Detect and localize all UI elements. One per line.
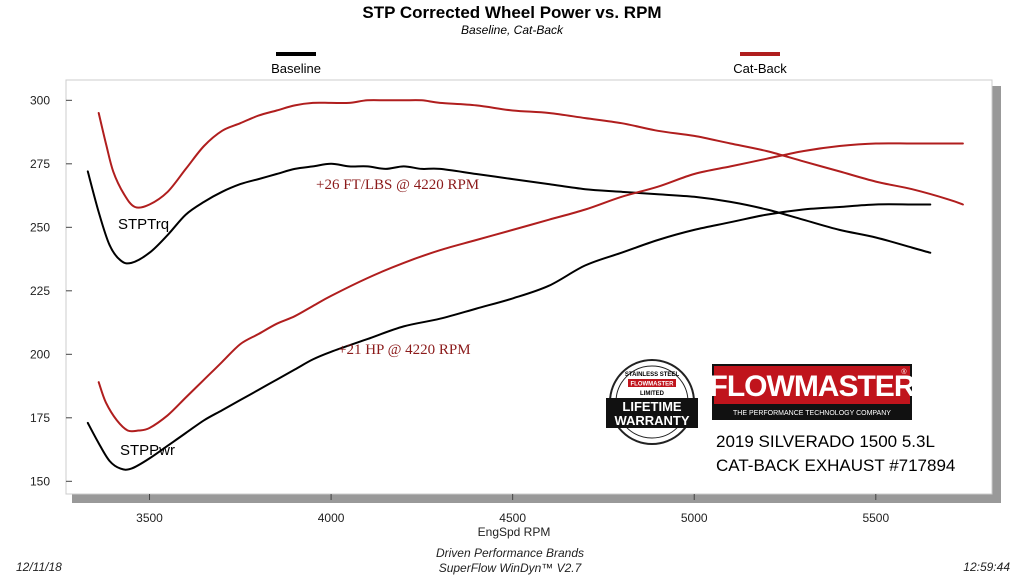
y-tick-label: 150	[30, 474, 50, 488]
series-cat-back-stptrq	[97, 99, 964, 209]
series	[86, 99, 964, 471]
badge-line1: LIFETIME	[622, 399, 682, 414]
x-tick-label: 4500	[499, 511, 526, 525]
x-tick-label: 4000	[318, 511, 345, 525]
footer-date: 12/11/18	[16, 560, 62, 574]
x-axis-label: EngSpd RPM	[478, 525, 551, 539]
legend-label-baseline: Baseline	[271, 61, 321, 76]
x-tick-label: 3500	[136, 511, 163, 525]
y-tick-label: 300	[30, 93, 50, 107]
label-stptrq: STPTrq	[118, 216, 169, 233]
y-tick-label: 200	[30, 347, 50, 361]
y-tick-label: 250	[30, 220, 50, 234]
logo-wordmark: FLOWMASTER	[710, 370, 916, 403]
legend-swatch-catback	[740, 52, 780, 56]
legend-label-catback: Cat-Back	[733, 61, 787, 76]
axes: 150 175 200 225 250 275 300 3500 4000 4500 5000 550…	[30, 93, 889, 525]
series-cat-back-stppwr	[97, 142, 964, 433]
logo-registered-mark: ®	[901, 368, 907, 376]
vehicle-info-line2: CAT-BACK EXHAUST #717894	[716, 456, 955, 475]
y-tick-label: 225	[30, 284, 50, 298]
footer-software: SuperFlow WinDyn™ V2.7	[439, 561, 583, 575]
chart-title: STP Corrected Wheel Power vs. RPM	[362, 3, 661, 22]
x-tick-label: 5000	[681, 511, 708, 525]
flowmaster-logo: FLOWMASTER ® THE PERFORMANCE TECHNOLOGY …	[710, 364, 917, 420]
footer-company: Driven Performance Brands	[436, 546, 584, 560]
legend-swatch-baseline	[276, 52, 316, 56]
y-tick-label: 275	[30, 157, 50, 171]
logo-tagline: THE PERFORMANCE TECHNOLOGY COMPANY	[733, 410, 891, 417]
series-baseline-stptrq	[86, 162, 932, 265]
x-tick-label: 5500	[862, 511, 889, 525]
badge-brand-text: FLOWMASTER	[631, 382, 675, 388]
badge-top-text: STAINLESS STEEL	[625, 372, 680, 378]
y-tick-label: 175	[30, 411, 50, 425]
footer-time: 12:59:44	[963, 560, 1010, 574]
annotation-torque-gain: +26 FT/LBS @ 4220 RPM	[316, 177, 479, 193]
chart-subtitle: Baseline, Cat-Back	[461, 23, 564, 37]
badge-mid-text: LIMITED	[640, 391, 665, 397]
series-baseline-stppwr	[86, 203, 932, 471]
vehicle-info-line1: 2019 SILVERADO 1500 5.3L	[716, 432, 935, 451]
warranty-badge: STAINLESS STEEL FLOWMASTER LIMITED LIFET…	[606, 359, 698, 445]
badge-line2: WARRANTY	[614, 413, 689, 428]
label-stppwr: STPPwr	[120, 442, 175, 459]
plot-area	[65, 79, 993, 495]
annotation-power-gain: +21 HP @ 4220 RPM	[338, 342, 471, 358]
